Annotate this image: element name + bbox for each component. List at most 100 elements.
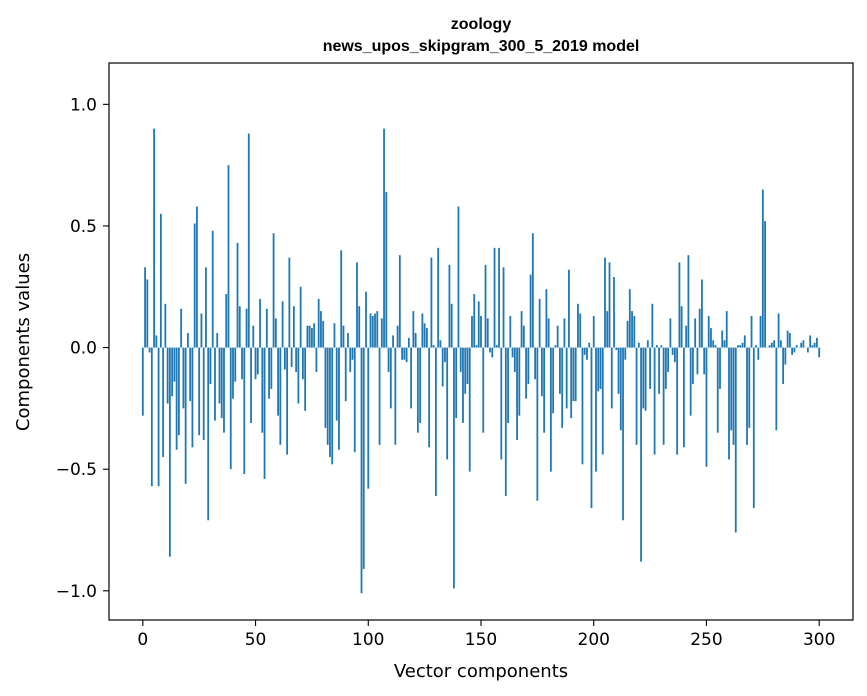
bar [640,347,642,562]
bar [802,340,805,348]
bar [425,328,428,348]
bar [250,347,252,423]
bar [563,318,566,348]
bar [786,330,789,348]
bar [365,291,367,348]
bar [283,347,286,370]
bar [545,289,548,348]
bar [807,347,809,353]
bar [274,318,277,348]
chart-subtitle: news_upos_skipgram_300_5_2019 model [323,38,640,55]
bar [746,347,748,445]
bar [286,347,289,455]
bar [148,347,151,353]
bar [144,267,146,348]
bar [198,347,201,436]
x-tick-label: 100 [352,630,384,650]
bar [171,347,174,397]
bar [299,286,302,348]
bar [428,347,431,448]
bar [752,347,755,509]
bar [279,347,282,445]
bar [784,347,787,365]
bar [331,347,334,465]
bar [261,347,264,433]
bar [380,318,383,348]
bar [491,347,494,358]
y-tick-label: 1.0 [70,95,97,115]
bar [610,347,613,409]
bar [146,279,149,348]
bar [180,308,183,348]
bar [795,345,798,348]
bar [462,347,464,423]
bar [184,347,187,484]
bar [448,264,451,348]
bar [649,347,651,389]
bar [175,347,178,450]
x-tick-label: 250 [690,630,722,650]
bar [272,233,275,348]
bar [779,340,782,348]
x-axis: 0 50 100 150 200 250 300 [137,620,835,650]
bar [225,294,228,348]
bar [509,315,512,348]
bar [446,347,449,460]
bar [543,347,546,433]
bar [414,332,417,348]
bar [335,347,338,421]
bar [486,318,489,348]
bar [376,311,379,348]
bar [211,230,214,348]
bar [800,342,803,348]
bar [295,347,298,372]
bar [466,347,469,385]
bar [667,347,670,372]
bar [430,257,433,348]
bar [529,274,532,348]
bar [577,303,579,348]
bar [624,347,627,360]
bar [504,347,507,496]
bar [412,311,415,348]
bar [658,347,661,394]
bar [200,313,203,348]
bar [322,320,325,348]
bar [531,233,534,348]
bar [703,347,706,375]
bar [536,347,539,501]
bar [705,347,708,467]
bar [227,165,230,348]
bar [680,306,683,348]
bar [356,262,358,348]
bar [522,325,525,348]
bar [216,332,219,348]
bar [308,325,311,348]
bar [360,347,363,594]
bar [153,128,155,348]
bar [671,347,674,355]
bar [604,257,606,348]
bar [164,303,167,348]
bar [725,311,728,348]
bar [716,347,719,433]
x-tick-label: 150 [465,630,497,650]
bar [189,347,192,402]
bar [773,340,775,348]
bar [710,328,712,348]
bar [692,347,694,385]
bar [214,347,216,421]
bar [755,345,757,348]
bar [290,347,293,368]
bar [223,347,225,433]
bar [737,345,739,348]
bar [782,347,785,385]
x-tick-label: 300 [803,630,835,650]
bar [775,347,778,431]
bar [191,347,194,448]
bar [588,342,591,348]
bar [482,347,485,433]
bar [673,347,676,363]
y-tick-label: 0.5 [70,217,97,237]
